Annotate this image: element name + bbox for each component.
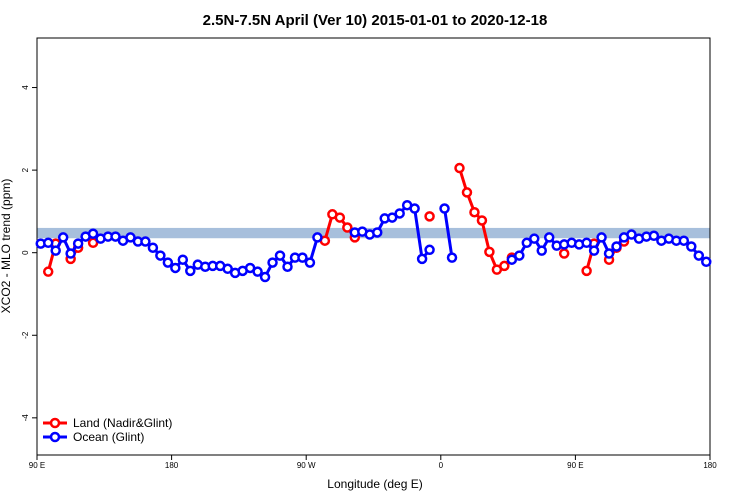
data-point: [476, 215, 488, 226]
data-point: [50, 245, 61, 256]
x-tick-label: 90 W: [297, 461, 316, 470]
data-point: [543, 232, 555, 243]
chart-title: 2.5N-7.5N April (Ver 10) 2015-01-01 to 2…: [203, 12, 548, 29]
data-point: [42, 266, 54, 277]
y-tick-label: 2: [21, 167, 30, 172]
data-point: [686, 241, 697, 252]
data-point: [558, 248, 570, 259]
x-tick-label: 90 E: [29, 461, 45, 470]
legend-marker: [49, 431, 61, 443]
x-tick-label: 0: [439, 461, 444, 470]
data-point: [222, 263, 233, 275]
data-point: [626, 229, 637, 240]
y-axis-title: XCO2 - MLO trend (ppm): [0, 179, 13, 314]
data-point: [252, 266, 263, 277]
data-point: [155, 250, 166, 261]
data-point: [87, 228, 99, 239]
x-tick-label: 90 E: [567, 461, 583, 470]
data-point: [65, 248, 76, 259]
data-point: [424, 244, 435, 256]
data-point: [611, 241, 622, 252]
data-point: [484, 246, 495, 258]
data-point: [521, 237, 533, 249]
data-point: [588, 245, 600, 256]
data-point: [147, 242, 159, 253]
data-point: [469, 206, 480, 218]
data-point: [140, 236, 151, 247]
data-point: [581, 265, 592, 277]
data-point: [693, 250, 705, 261]
data-point: [424, 211, 435, 222]
data-point: [454, 162, 465, 174]
data-point: [42, 237, 54, 249]
data-point: [529, 233, 540, 244]
data-point: [110, 231, 121, 242]
legend-label: Ocean (Glint): [73, 430, 144, 444]
data-point: [259, 271, 271, 283]
data-point: [342, 222, 353, 233]
data-point: [371, 227, 383, 238]
data-point: [334, 212, 346, 223]
data-point: [282, 261, 293, 272]
data-point: [461, 187, 473, 198]
y-tick-label: -2: [21, 331, 30, 339]
data-point: [446, 252, 458, 263]
x-axis-title: Longitude (deg E): [327, 477, 422, 491]
data-point: [185, 265, 196, 277]
data-point: [297, 252, 308, 263]
data-point: [439, 203, 450, 214]
legend-label: Land (Nadir&Glint): [73, 416, 172, 430]
data-point: [267, 257, 278, 268]
data-point: [125, 232, 136, 243]
data-point: [581, 237, 592, 249]
data-point: [416, 253, 428, 265]
y-tick-label: -4: [21, 414, 30, 422]
data-point: [596, 232, 607, 243]
data-point: [304, 257, 316, 268]
data-point: [386, 212, 398, 223]
data-point: [678, 235, 690, 246]
x-tick-label: 180: [165, 461, 179, 470]
data-point: [648, 230, 660, 242]
data-point: [701, 256, 712, 268]
legend-marker: [49, 417, 61, 429]
data-point: [274, 250, 286, 261]
y-tick-label: 4: [21, 85, 30, 90]
data-point: [536, 245, 547, 256]
data-point: [177, 254, 189, 265]
data-point: [170, 262, 181, 274]
data-point: [499, 260, 510, 272]
y-tick-label: 0: [21, 250, 30, 255]
data-point: [57, 232, 69, 243]
data-point: [312, 232, 323, 243]
data-point: [514, 250, 525, 261]
data-point: [394, 208, 405, 219]
x-tick-label: 180: [703, 461, 717, 470]
data-point: [603, 248, 615, 259]
data-point: [162, 257, 174, 268]
data-point: [506, 254, 518, 265]
data-point: [72, 238, 84, 249]
data-point: [409, 203, 420, 214]
